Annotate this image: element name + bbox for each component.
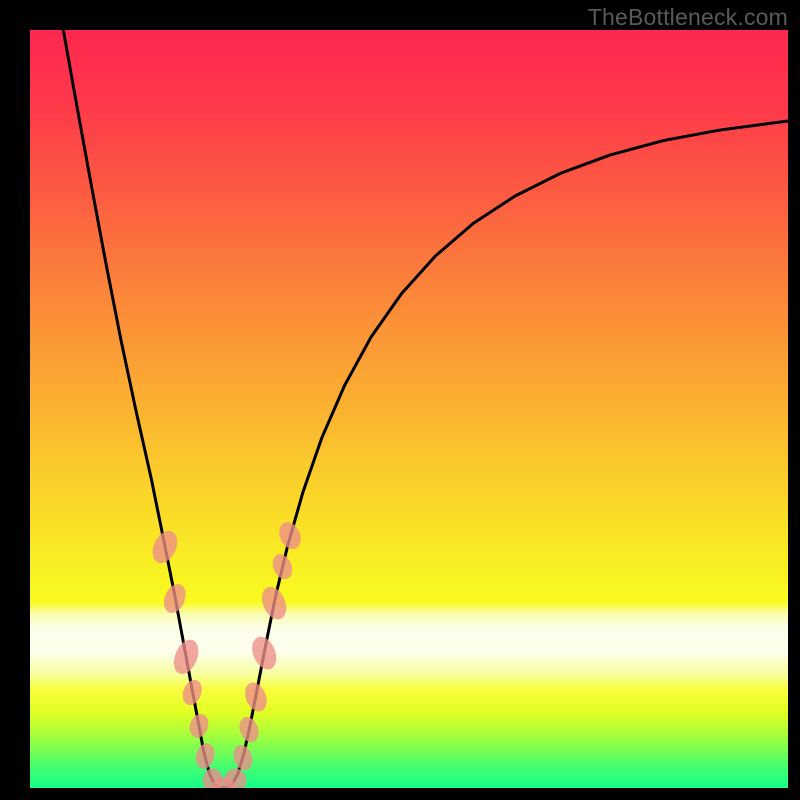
chart-stage: TheBottleneck.com <box>0 0 800 800</box>
data-point <box>236 714 262 745</box>
data-point <box>187 712 212 740</box>
data-point <box>148 527 182 567</box>
data-point-group <box>148 519 305 788</box>
curve-layer <box>30 30 788 788</box>
data-point <box>160 581 190 616</box>
data-point <box>230 743 255 773</box>
data-point <box>248 633 281 673</box>
data-point <box>275 519 305 553</box>
data-point <box>257 583 291 623</box>
data-point <box>169 636 203 678</box>
data-point <box>241 679 271 714</box>
watermark-label: TheBottleneck.com <box>588 4 788 31</box>
plot-area <box>30 30 788 788</box>
data-point <box>269 551 296 582</box>
data-point <box>193 741 217 771</box>
bottleneck-curve <box>63 30 788 788</box>
data-point <box>179 677 205 708</box>
